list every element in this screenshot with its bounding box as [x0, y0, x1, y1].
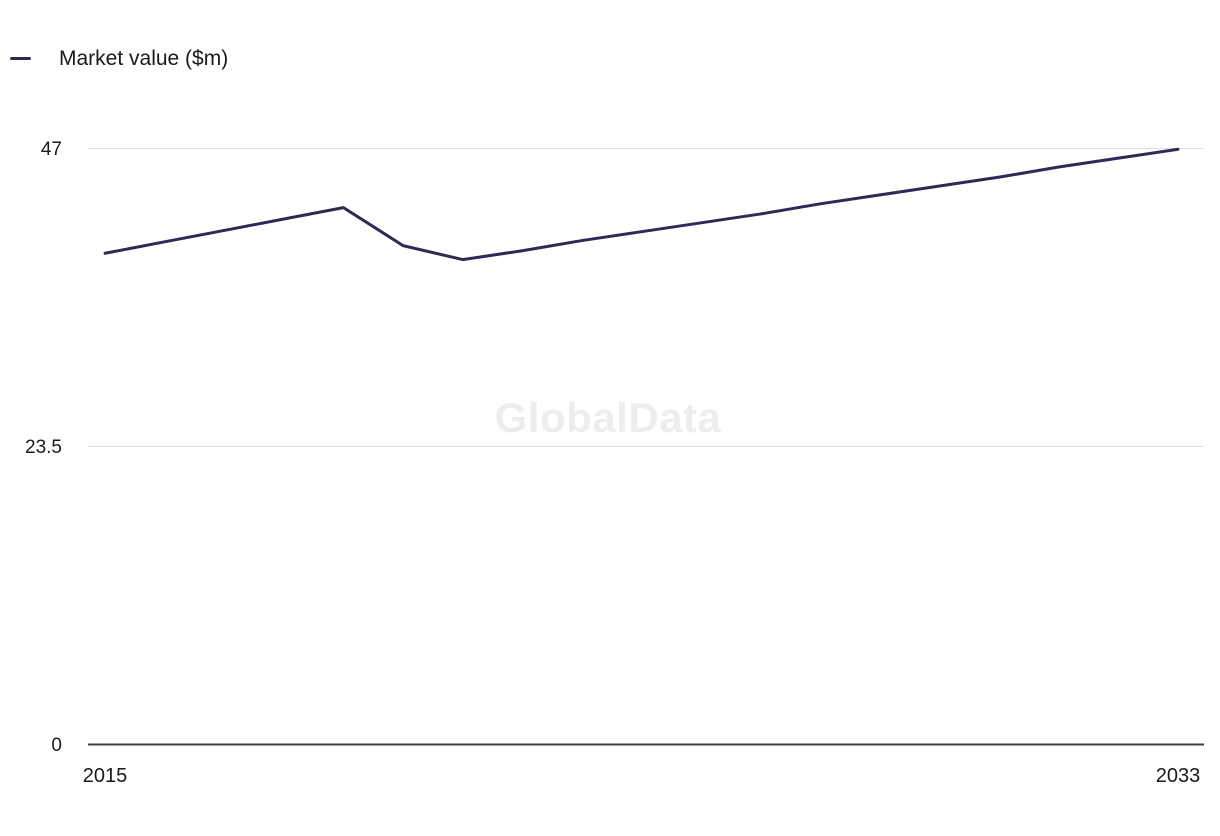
market-value-line [103, 147, 1180, 262]
y-tick-label: 0 [51, 735, 62, 756]
x-tick-label: 2015 [83, 765, 128, 787]
y-tick-label: 23.5 [25, 437, 62, 458]
legend-line-swatch [10, 56, 31, 61]
y-tick-label: 47 [41, 139, 62, 160]
legend: Market value ($m) [10, 48, 228, 69]
x-tick-label: 2033 [1156, 765, 1201, 787]
watermark: GlobalData [494, 394, 722, 441]
legend-label: Market value ($m) [59, 47, 229, 70]
